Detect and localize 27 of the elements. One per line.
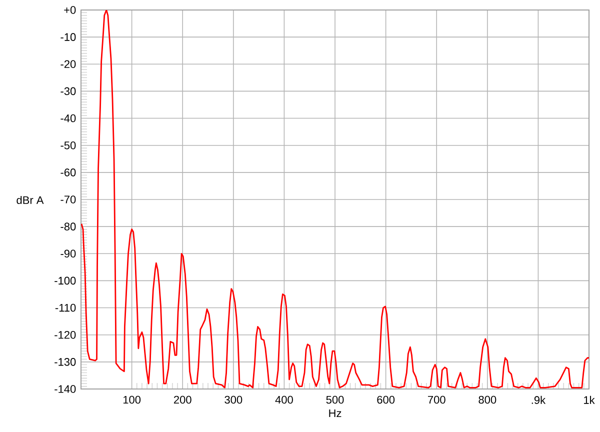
x-axis-title: Hz — [329, 409, 342, 418]
x-tick-label: 300 — [224, 396, 242, 404]
y-tick-label: -110 — [55, 304, 76, 312]
x-tick-label: 1k — [584, 396, 595, 404]
x-tick-label: 600 — [377, 396, 395, 404]
y-tick-label: -120 — [54, 330, 76, 339]
y-tick-label: -90 — [60, 250, 76, 258]
x-tick-label: 200 — [174, 396, 192, 404]
y-tick-label: -130 — [54, 358, 76, 366]
x-tick-label: 500 — [326, 396, 344, 404]
y-tick-label: -20 — [60, 60, 76, 68]
x-tick-label: 400 — [275, 396, 293, 404]
x-tick-label: 100 — [123, 396, 141, 404]
y-tick-label: +0 — [64, 6, 76, 14]
y-tick-label: -40 — [60, 114, 76, 122]
x-tick-label: .9k — [532, 396, 546, 404]
y-tick-label: -10 — [60, 33, 76, 41]
y-tick-label: -70 — [60, 196, 76, 204]
y-tick-label: -50 — [60, 141, 76, 150]
y-axis-title: dBr A — [16, 196, 44, 204]
y-tick-label: -80 — [60, 222, 76, 230]
x-tick-label: 800 — [478, 396, 496, 404]
y-tick-label: -30 — [60, 87, 76, 96]
x-tick-label: 700 — [428, 396, 446, 404]
y-tick-label: -60 — [60, 168, 76, 176]
y-tick-label: -100 — [54, 276, 76, 285]
y-tick-label: -140 — [54, 385, 76, 393]
